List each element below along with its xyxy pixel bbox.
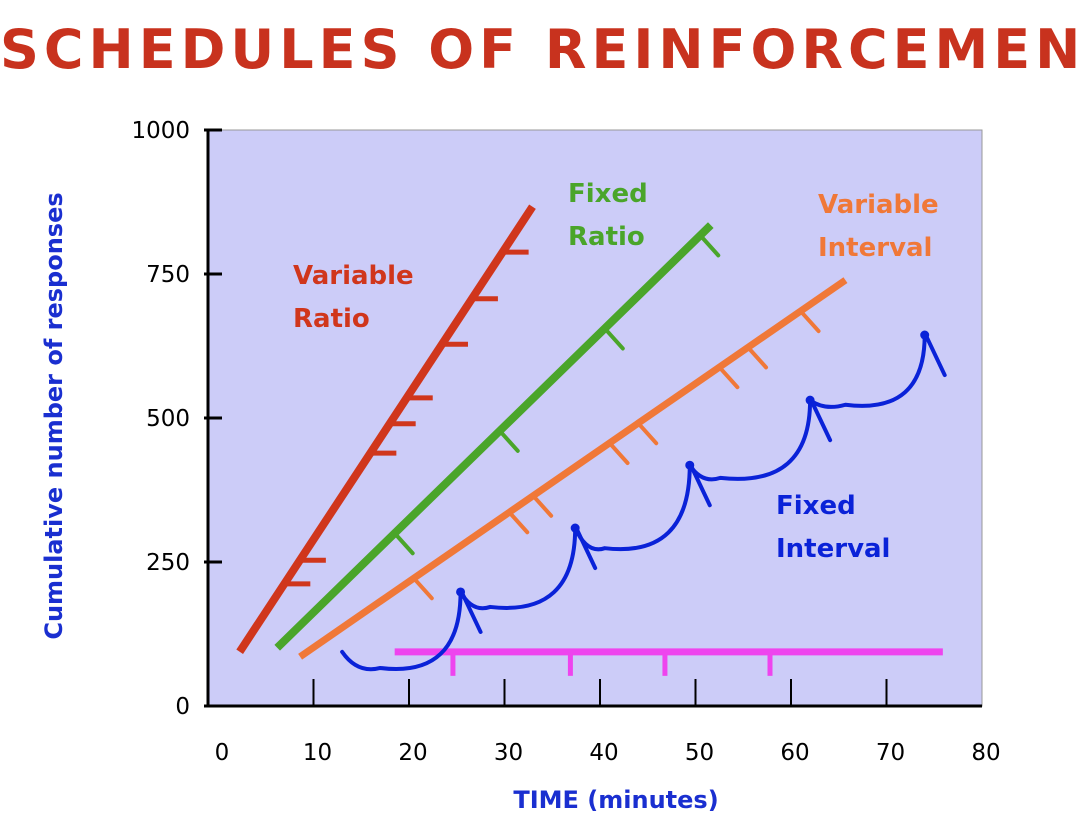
x-tick-label: 50	[685, 740, 714, 766]
x-tick-label: 20	[398, 740, 427, 766]
series-line-fixed-ratio	[274, 222, 714, 651]
reinforcement-mark	[717, 365, 740, 390]
series-line-variable-interval	[298, 277, 848, 660]
x-tick-label: 60	[780, 740, 809, 766]
reinforcement-mark	[636, 421, 659, 446]
reinforcement-mark	[746, 345, 769, 370]
reinforcement-mark	[698, 233, 721, 258]
y-tick-label: 500	[146, 406, 190, 432]
x-tick-label: 70	[876, 740, 905, 766]
label-line: Fixed	[776, 491, 856, 521]
label-line: Ratio	[293, 304, 370, 334]
label-line: Fixed	[568, 179, 648, 209]
label-line: Interval	[818, 233, 932, 263]
reinforcement-arrow	[460, 591, 483, 634]
reinforcement-arrow	[575, 528, 598, 571]
reinforcement-arrow	[924, 335, 947, 378]
label-variable-interval: Variable Interval	[818, 190, 939, 263]
reinforcement-mark	[392, 531, 415, 556]
y-tick-label: 0	[175, 694, 190, 720]
reinforcement-mark	[607, 441, 630, 466]
x-axis-label: TIME (minutes)	[513, 786, 718, 814]
reinforcement-point	[456, 587, 466, 597]
y-tick-label: 250	[146, 550, 190, 576]
label-line: Variable	[818, 190, 939, 220]
series-line-fixed-interval	[340, 333, 927, 672]
reinforcement-point	[805, 395, 815, 405]
label-line: Ratio	[568, 222, 645, 252]
label-variable-ratio: Variable Ratio	[293, 261, 414, 334]
reinforcement-arrow	[810, 400, 833, 443]
reinforcement-mark	[798, 309, 821, 334]
reinforcement-mark	[507, 510, 530, 535]
x-tick-label: 40	[589, 740, 618, 766]
series-line-variable-ratio	[236, 204, 536, 654]
x-tick-label: 10	[303, 740, 332, 766]
reinforcement-point	[685, 460, 695, 470]
reinforcement-arrow	[689, 465, 712, 508]
reinforcement-point	[920, 330, 930, 340]
chart-title: SCHEDULES OF REINFORCEMENT	[0, 18, 1078, 81]
label-fixed-ratio: Fixed Ratio	[568, 179, 648, 252]
x-tick-label: 80	[971, 740, 1000, 766]
reinforcement-mark	[531, 493, 554, 518]
label-fixed-interval: Fixed Interval	[776, 491, 890, 564]
plot-area	[207, 129, 983, 707]
y-tick-label: 750	[146, 262, 190, 288]
label-line: Interval	[776, 534, 890, 564]
label-line: Variable	[293, 261, 414, 291]
reinforcement-point	[570, 523, 580, 533]
y-axis-label: Cumulative number of responses	[40, 192, 68, 639]
y-tick-label: 1000	[131, 118, 190, 144]
reinforcement-mark	[602, 326, 625, 351]
reinforcement-mark	[411, 576, 434, 601]
x-tick-label: 30	[494, 740, 523, 766]
reinforcement-mark	[497, 428, 520, 453]
x-tick-label: 0	[215, 740, 230, 766]
